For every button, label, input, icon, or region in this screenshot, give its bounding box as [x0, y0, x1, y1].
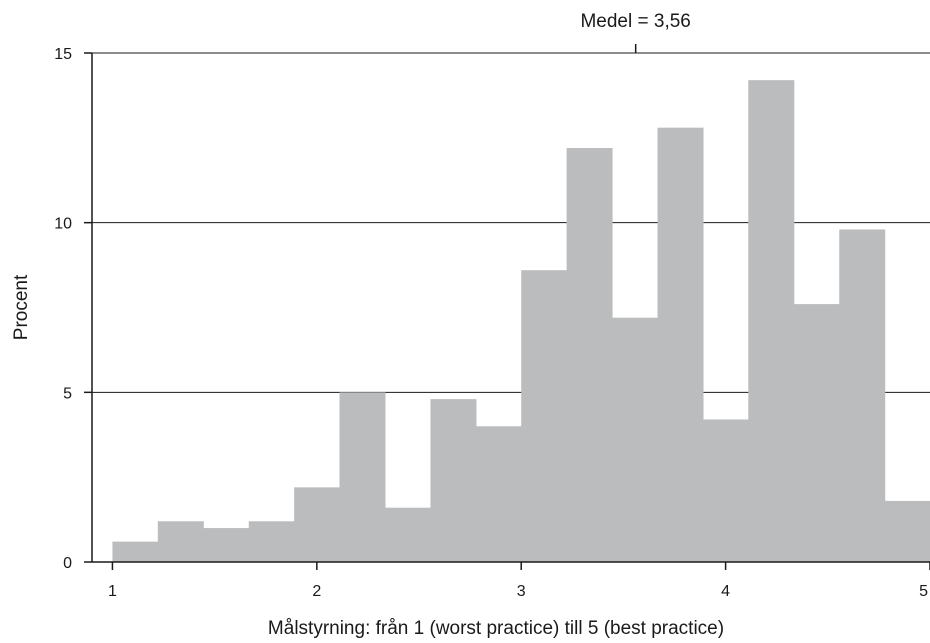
x-tick-label: 1: [108, 583, 117, 600]
mean-label: Medel = 3,56: [580, 11, 690, 32]
y-tick-label: 0: [63, 555, 72, 572]
histogram-bar: [203, 528, 250, 562]
histogram-bar: [793, 304, 840, 562]
histogram-bar: [657, 127, 704, 563]
x-axis-ticks: 1 2 3 4 5: [108, 562, 930, 600]
histogram-bar: [294, 487, 341, 562]
histogram-bars: [112, 80, 930, 563]
y-tick-label: 5: [63, 385, 72, 402]
mean-annotation: Medel = 3,56: [580, 11, 691, 53]
axes: [91, 53, 930, 563]
histogram-bar: [430, 399, 477, 562]
x-tick-label: 3: [517, 583, 526, 600]
histogram-bar: [521, 270, 568, 562]
histogram-bar: [839, 229, 886, 562]
histogram-bar: [702, 419, 749, 562]
histogram-bar: [157, 521, 204, 562]
y-tick-label: 10: [54, 216, 72, 233]
histogram-bar: [112, 541, 159, 562]
y-axis-ticks: 0 5 10 15: [54, 46, 92, 572]
x-axis-title: Målstyrning: från 1 (worst practice) til…: [268, 618, 724, 639]
histogram-bar: [748, 80, 795, 562]
histogram-bar: [248, 521, 295, 562]
x-tick-label: 2: [312, 583, 321, 600]
y-tick-label: 15: [54, 46, 72, 63]
x-tick-label: 4: [721, 583, 730, 600]
histogram-bar: [475, 426, 522, 562]
x-tick-label: 5: [919, 583, 928, 600]
histogram-bar: [384, 507, 431, 562]
histogram-bar: [566, 148, 613, 562]
histogram-bar: [339, 392, 386, 562]
histogram-bar: [611, 317, 658, 562]
y-axis-title: Procent: [11, 274, 32, 340]
histogram-bar: [884, 500, 930, 562]
